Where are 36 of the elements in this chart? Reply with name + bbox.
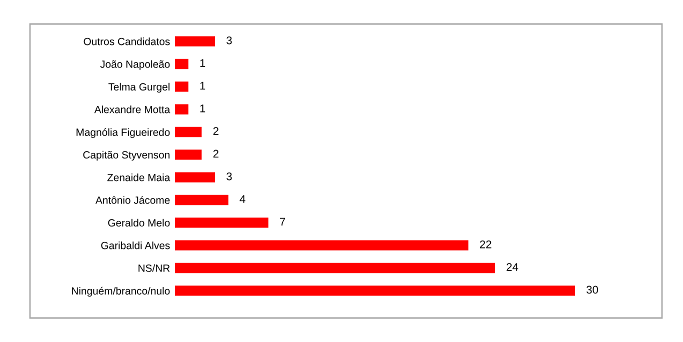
- data-label: 24: [506, 263, 518, 271]
- y-tick-label: Telma Gurgel: [108, 82, 170, 93]
- bar: [175, 194, 228, 206]
- bar: [175, 82, 188, 92]
- data-label: 22: [480, 240, 492, 248]
- y-tick-label: Zenaide Maia: [107, 174, 170, 182]
- bar: [175, 240, 468, 250]
- data-label: 1: [200, 82, 206, 90]
- bar: [175, 286, 575, 296]
- y-tick-label: Capitão Styvenson: [83, 150, 170, 161]
- y-tick-label: Ninguém/branco/nulo: [72, 286, 170, 297]
- bar: [175, 172, 215, 182]
- bar: [175, 104, 188, 114]
- data-label: 7: [280, 218, 286, 226]
- data-label: 3: [226, 36, 232, 44]
- data-label: 4: [240, 195, 246, 203]
- bar: [175, 58, 188, 70]
- y-tick-label: Alexandre Motta: [94, 106, 170, 114]
- y-tick-label: Magnólia Figueiredo: [76, 128, 170, 138]
- y-tick-label: Geraldo Melo: [108, 218, 170, 227]
- y-tick-label: João Napoleão: [100, 60, 170, 70]
- y-tick-label: Outros Candidatos: [84, 38, 170, 46]
- bar: [175, 218, 268, 228]
- bar: [175, 126, 202, 138]
- data-label: 3: [226, 172, 232, 180]
- y-tick-label: Antônio Jácome: [95, 196, 170, 204]
- data-label: 1: [200, 59, 206, 67]
- data-label: 30: [586, 286, 598, 294]
- data-label: 1: [200, 104, 206, 112]
- y-tick-label: Garibaldi Alves: [101, 242, 170, 250]
- bar: [175, 150, 202, 160]
- bar: [175, 262, 495, 274]
- bar: [175, 36, 215, 46]
- data-label: 2: [213, 150, 218, 158]
- y-tick-label: NS/NR: [138, 264, 170, 272]
- data-label: 2: [213, 127, 218, 135]
